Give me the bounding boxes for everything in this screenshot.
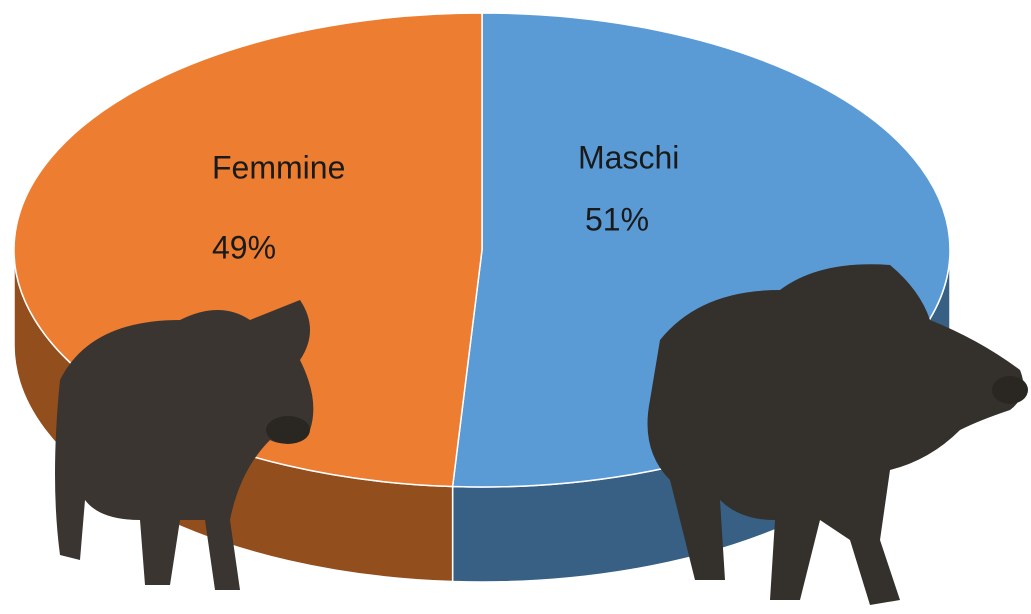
- boar-image-female: [55, 300, 314, 590]
- boar-image-male: [647, 264, 1028, 605]
- slice-label: Maschi: [578, 139, 679, 175]
- labels: Maschi 51% Femmine 49%: [212, 139, 679, 265]
- slice-value-label: 49%: [212, 229, 276, 265]
- slice-value-label: 51%: [585, 201, 649, 237]
- slice-label: Femmine: [212, 149, 345, 185]
